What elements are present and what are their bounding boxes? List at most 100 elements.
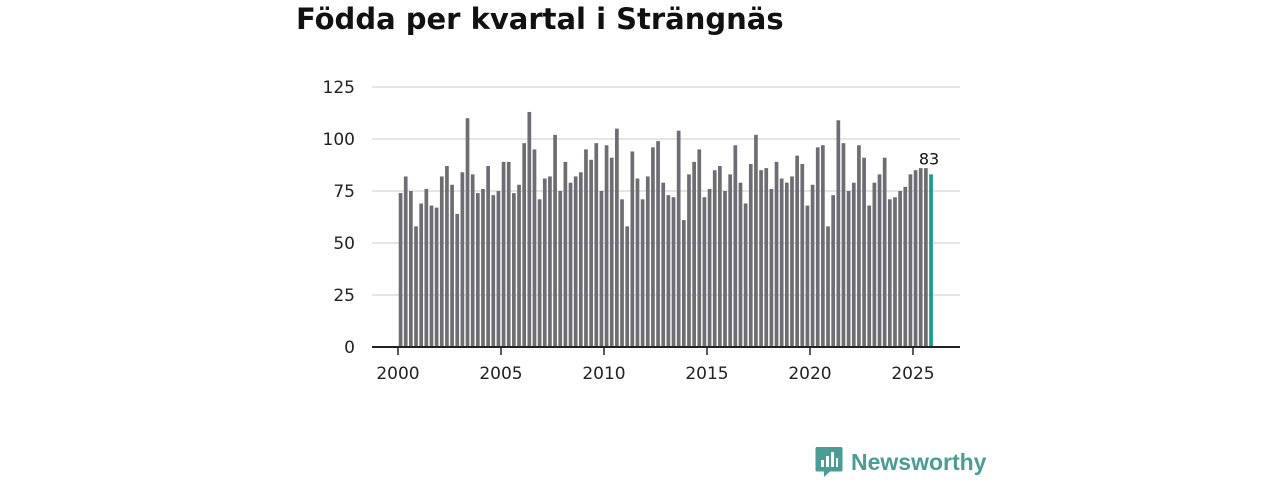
bar [707,188,712,347]
bar [702,197,707,347]
bar [826,226,830,347]
bar [460,172,465,347]
x-tick-label: 2005 [479,364,522,384]
bar [779,178,784,347]
x-tick-label: 2020 [788,364,831,384]
bar [424,188,429,347]
bar [578,172,583,347]
bar [795,155,799,347]
bar [841,143,846,347]
x-tick-label: 2000 [376,364,419,384]
bar [573,176,578,347]
bar [687,174,691,347]
bar [604,145,609,347]
bar [553,134,557,347]
bar [542,178,547,347]
y-tick-label: 100 [323,130,355,150]
bar [609,157,614,347]
bar [512,193,516,347]
bar [743,203,748,347]
bar [522,143,527,347]
bar [759,170,763,347]
chart-title: Födda per kvartal i Strängnäs [296,2,784,36]
bar [790,176,794,347]
axes [372,346,960,355]
bar [908,174,913,347]
x-tick-label: 2015 [685,364,728,384]
bars [398,111,933,348]
x-tick-label: 2025 [891,364,934,384]
bar [877,174,882,347]
bar [501,161,506,347]
bar [558,191,563,347]
bar [764,168,769,347]
bar [409,191,413,347]
bar [774,161,779,347]
bar [929,174,933,347]
bar [821,145,825,347]
bar [486,166,490,347]
bar [475,193,480,347]
bar [769,188,774,347]
bar [481,188,485,347]
bar [656,141,660,347]
y-tick-label: 75 [333,182,355,202]
bar [563,161,568,347]
bar [594,143,599,347]
bar [733,145,738,347]
bar [738,182,743,347]
bar [589,159,593,347]
bar [429,205,434,347]
bar [924,168,928,347]
bar [445,166,449,347]
bar [414,226,418,347]
bar [620,199,624,347]
y-tick-label: 125 [323,78,355,98]
bar [615,128,619,347]
bar [918,168,923,347]
grid-lines [372,86,960,296]
bar [692,161,696,347]
bar [403,176,408,347]
bar [846,191,851,347]
bar [805,205,810,347]
bar [681,220,686,347]
bar [450,184,454,347]
bar [800,163,805,347]
bar [630,151,635,347]
bar [537,199,542,347]
bar [491,195,496,347]
bar [831,195,836,347]
bar [666,195,671,347]
bar [893,197,897,347]
bar [439,176,444,347]
bar [784,182,789,347]
bar [470,174,475,347]
bar [527,111,532,348]
bar [913,170,918,347]
bar [851,182,856,347]
bar [882,157,887,347]
bar [697,149,702,347]
bar [651,147,655,347]
bar [419,203,424,347]
bar [584,149,588,347]
bar-chart-speech-bubble-icon [815,447,843,477]
bar [398,193,403,347]
bar [898,191,902,347]
bar [903,186,908,347]
bar [640,199,645,347]
bar [465,118,470,347]
bar [754,134,758,347]
y-tick-label: 50 [333,234,355,254]
bar [506,161,511,347]
bar [434,207,439,347]
bar [862,157,866,347]
bar [836,120,841,347]
bar [496,191,501,347]
bar [676,130,681,347]
bar [810,184,815,347]
bar [872,182,877,347]
bar [815,147,820,347]
